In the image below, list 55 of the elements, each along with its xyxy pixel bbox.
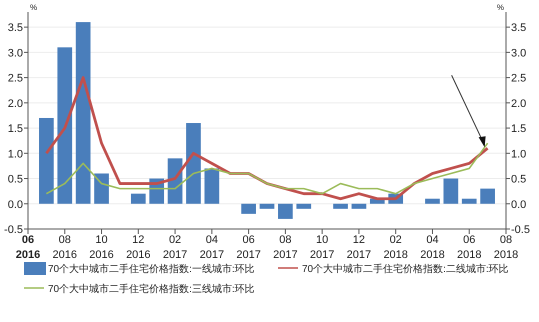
bar — [186, 123, 201, 204]
y-tick-label: 0.0 — [8, 198, 23, 211]
y-tick-label: 2.5 — [8, 72, 23, 85]
y-tick-label: 3.5 — [8, 22, 23, 34]
legend-label: 70个大中城市二手住宅价格指数:一线城市:环比 — [48, 263, 255, 275]
y-tick-label: 3.0 — [8, 47, 23, 60]
y2-tick-label: 0.0 — [511, 198, 526, 211]
bar — [462, 198, 477, 204]
y2-tick-label: 1.0 — [511, 148, 526, 160]
x-tick-label: 08 2016 — [52, 234, 78, 261]
bar — [443, 178, 458, 204]
x-tick-label: 12 2016 — [126, 234, 151, 261]
x-tick-label: 08 2017 — [273, 234, 298, 261]
legend-label: 70个大中城市二手住宅价格指数:二线城市:环比 — [302, 263, 509, 275]
x-tick-label: 04 2018 — [420, 234, 445, 261]
bar — [241, 204, 256, 214]
x-tick-label: 12 2017 — [346, 234, 372, 261]
bar — [425, 198, 440, 204]
bar — [204, 168, 220, 204]
x-tick-label: 06 2018 — [456, 234, 482, 261]
y-tick-label: 0.5 — [8, 174, 23, 186]
bar — [352, 204, 366, 209]
x-tick-label: 04 2017 — [200, 234, 224, 261]
bar — [333, 204, 348, 209]
y-axis-title: % — [30, 3, 38, 12]
y-tick-label: -0.5 — [4, 224, 23, 236]
y2-tick-label: 0.5 — [511, 174, 526, 186]
y2-axis-title: % — [496, 3, 504, 12]
bar — [296, 204, 312, 209]
x-tick-label: 10 2017 — [310, 234, 334, 261]
line-series — [46, 142, 488, 194]
x-tick-label: 08 2018 — [494, 234, 518, 261]
bar — [278, 204, 293, 219]
y2-tick-label: 3.5 — [511, 22, 526, 34]
bar — [57, 47, 72, 204]
x-tick-label: 06 2016 — [16, 234, 40, 261]
x-tick-label: 10 2016 — [89, 234, 114, 261]
x-tick-label: 06 2017 — [236, 234, 261, 261]
bar — [260, 204, 274, 209]
bar — [130, 194, 146, 204]
x-tick-label: 02 2017 — [162, 234, 188, 261]
bar — [480, 188, 495, 204]
y2-tick-label: 2.0 — [511, 98, 526, 110]
bar — [39, 118, 54, 204]
x-tick-label: 02 2018 — [383, 234, 408, 261]
y2-tick-label: 1.5 — [511, 123, 526, 136]
y-tick-label: 2.0 — [8, 98, 23, 110]
y2-tick-label: 3.0 — [511, 47, 526, 60]
bar — [76, 22, 91, 204]
bar — [94, 173, 109, 204]
legend-label: 70个大中城市二手住宅价格指数:三线城市:环比 — [48, 283, 255, 295]
y-tick-label: 1.5 — [8, 123, 23, 136]
y2-tick-label: 2.5 — [511, 72, 526, 85]
y-tick-label: 1.0 — [8, 148, 23, 160]
y2-tick-label: -0.5 — [511, 224, 530, 236]
